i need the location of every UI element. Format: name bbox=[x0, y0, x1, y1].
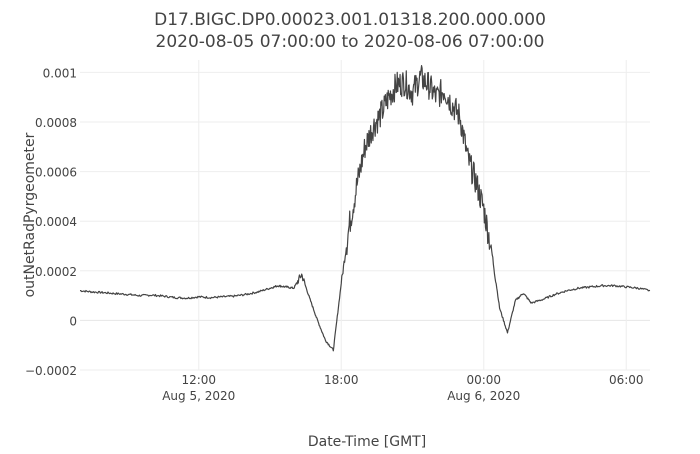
y-tick-label: −0.0002 bbox=[25, 364, 77, 378]
x-tick-label: 12:00 bbox=[181, 373, 216, 387]
axis-layer: −0.0002 0 0.0002 0.0004 0.0006 0.0008 0.001 12:… bbox=[25, 66, 644, 403]
x-tick-label: 06:00 bbox=[609, 373, 644, 387]
y-axis-label: outNetRadPyrgeometer bbox=[22, 132, 38, 297]
y-tick-label: 0.0006 bbox=[35, 166, 77, 180]
y-tick-label: 0.0008 bbox=[35, 116, 77, 130]
series-layer bbox=[79, 65, 651, 352]
y-tick-label: 0 bbox=[69, 314, 77, 328]
x-tick-label: 18:00 bbox=[324, 373, 359, 387]
chart-title: D17.BIGC.DP0.00023.001.01318.200.000.000 bbox=[154, 10, 546, 30]
x-tick-label: 00:00 bbox=[466, 373, 501, 387]
series-line bbox=[79, 65, 651, 352]
x-tick-date-label: Aug 5, 2020 bbox=[162, 389, 235, 403]
y-tick-label: 0.001 bbox=[43, 66, 77, 80]
grid-layer bbox=[80, 60, 650, 371]
chart-subtitle: 2020-08-05 07:00:00 to 2020-08-06 07:00:… bbox=[156, 32, 545, 52]
x-tick-date-label: Aug 6, 2020 bbox=[447, 389, 520, 403]
y-tick-label: 0.0004 bbox=[35, 215, 77, 229]
x-axis-label: Date-Time [GMT] bbox=[308, 434, 426, 450]
y-tick-label: 0.0002 bbox=[35, 265, 77, 279]
